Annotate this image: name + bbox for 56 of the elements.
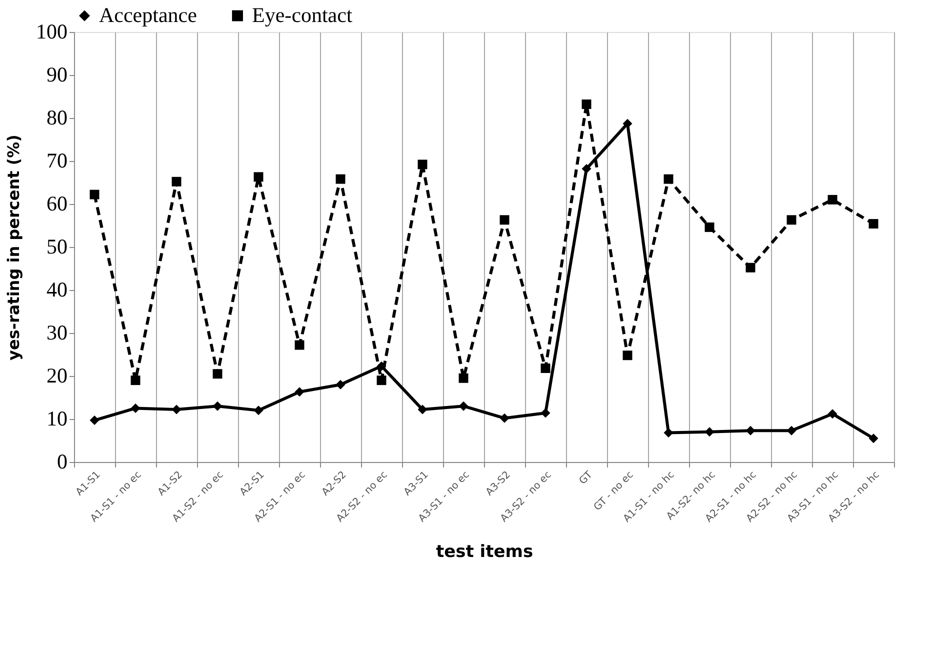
point [130, 404, 140, 413]
point [582, 164, 592, 174]
point [786, 215, 796, 225]
point [828, 194, 838, 204]
point [786, 426, 796, 436]
y-tick-label: 0 [57, 450, 68, 474]
point [828, 409, 838, 419]
point [90, 416, 100, 426]
point [622, 118, 632, 128]
y-tick-label: 80 [46, 106, 68, 130]
point [704, 222, 714, 232]
point [212, 401, 222, 411]
point [664, 428, 674, 438]
point [172, 404, 182, 414]
point [254, 406, 264, 416]
point [376, 361, 386, 371]
point [336, 380, 346, 390]
point [254, 172, 264, 182]
point [458, 401, 468, 411]
y-tick-label: 40 [46, 278, 68, 302]
point [500, 215, 510, 225]
y-tick-label: 10 [46, 406, 68, 430]
point [622, 350, 632, 360]
x-tick-label: GT [577, 468, 596, 487]
point [704, 427, 714, 437]
y-tick-label: 60 [46, 192, 68, 216]
point [500, 413, 510, 423]
point [664, 174, 674, 184]
point [294, 387, 304, 397]
y-tick-label: 100 [36, 20, 68, 44]
point [540, 408, 550, 418]
legend-label: Eye-contact [252, 2, 352, 27]
point [418, 160, 428, 170]
legend-label: Acceptance [99, 2, 197, 27]
point [418, 404, 428, 414]
y-tick-label: 70 [46, 148, 68, 172]
point [868, 434, 878, 444]
y-axis-title: yes-rating in percent (%) [4, 134, 23, 360]
y-tick-label: 50 [46, 234, 68, 258]
point [868, 219, 878, 229]
point [172, 176, 182, 186]
y-tick-label: 30 [46, 320, 68, 344]
point [130, 376, 140, 386]
point [582, 99, 592, 109]
point [458, 373, 468, 383]
point [212, 369, 222, 379]
y-tick-label: 90 [46, 62, 68, 86]
point [294, 340, 304, 350]
point [746, 262, 756, 272]
point [746, 426, 756, 436]
point [90, 190, 100, 200]
point [376, 376, 386, 386]
point [540, 364, 550, 374]
point [336, 174, 346, 184]
x-axis-title: test items [436, 542, 534, 562]
y-tick-label: 20 [46, 364, 68, 388]
